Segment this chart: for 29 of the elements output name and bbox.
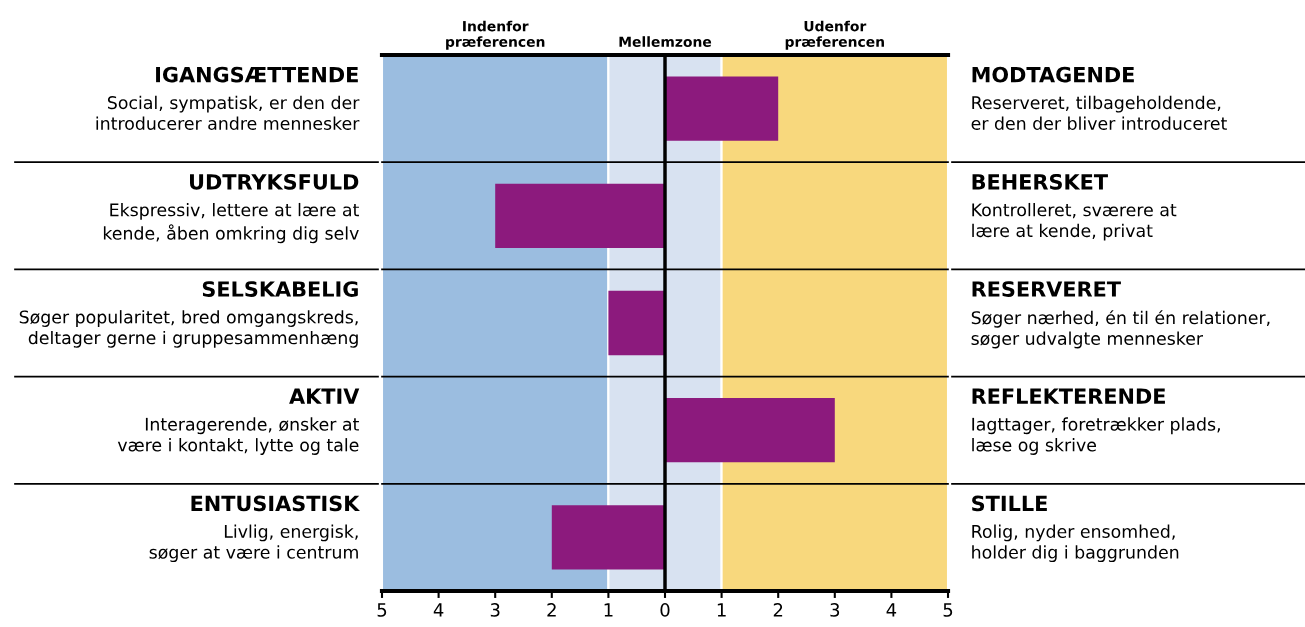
x-tick-label: 2 — [547, 603, 556, 617]
x-tick-label: 3 — [490, 603, 500, 617]
y2-tick-label: RESERVERET Søger nærhed, én til én relationer, søger udvalgte mennesker — [971, 281, 1270, 349]
bar — [495, 183, 665, 248]
bar — [551, 505, 665, 570]
y-tick-label: ENTUSIASTISK Livlig, energisk, søger at være i centrum — [149, 495, 360, 563]
bar — [665, 398, 835, 463]
x-tick-label: 4 — [433, 603, 444, 617]
x-tick-label: 5 — [377, 603, 387, 617]
y-tick-label: AKTIV Interagerende, ønsker at være i kontakt, lytte og tale — [117, 388, 360, 455]
y2-tick-label: STILLE Rolig, nyder ensomhed, holder dig i baggrunden — [972, 495, 1179, 563]
y-tick-label: SELSKABELIG Søger popularitet, bred omgangskreds, deltager gerne i gruppesammenhæng — [19, 281, 358, 348]
y2-tick-label: MODTAGENDE Reserveret, tilbageholdende, er den der bliver introduceret — [971, 66, 1227, 130]
x-tick-label: 3 — [830, 603, 840, 617]
x-tick-label: 0 — [660, 603, 670, 617]
y-tick-label: UDTRYKSFULD Ekspressiv, lettere at lære at kende, åben omkring dig selv — [103, 173, 359, 244]
y-tick-label: IGANGSÆTTENDE Social, sympatisk, er den der introducerer andre mennesker — [96, 66, 360, 130]
x-tick-label: 5 — [943, 603, 953, 617]
band-label: Indenfor præferencen — [446, 20, 545, 50]
y2-tick-label: BEHERSKET Kontrolleret, sværere at lære at kende, privat — [972, 173, 1177, 241]
band-label: Mellemzone — [619, 36, 712, 47]
band-label: Udenfor præferencen — [785, 20, 884, 50]
y2-tick-label: REFLEKTERENDE Iagttager, foretrækker plads, læse og skrive — [972, 388, 1220, 455]
x-tick-label: 1 — [604, 603, 613, 617]
bar — [665, 76, 779, 141]
x-tick-label: 1 — [717, 603, 726, 617]
x-tick-label: 2 — [773, 603, 783, 617]
bar — [608, 290, 665, 356]
x-tick-label: 4 — [886, 603, 897, 617]
